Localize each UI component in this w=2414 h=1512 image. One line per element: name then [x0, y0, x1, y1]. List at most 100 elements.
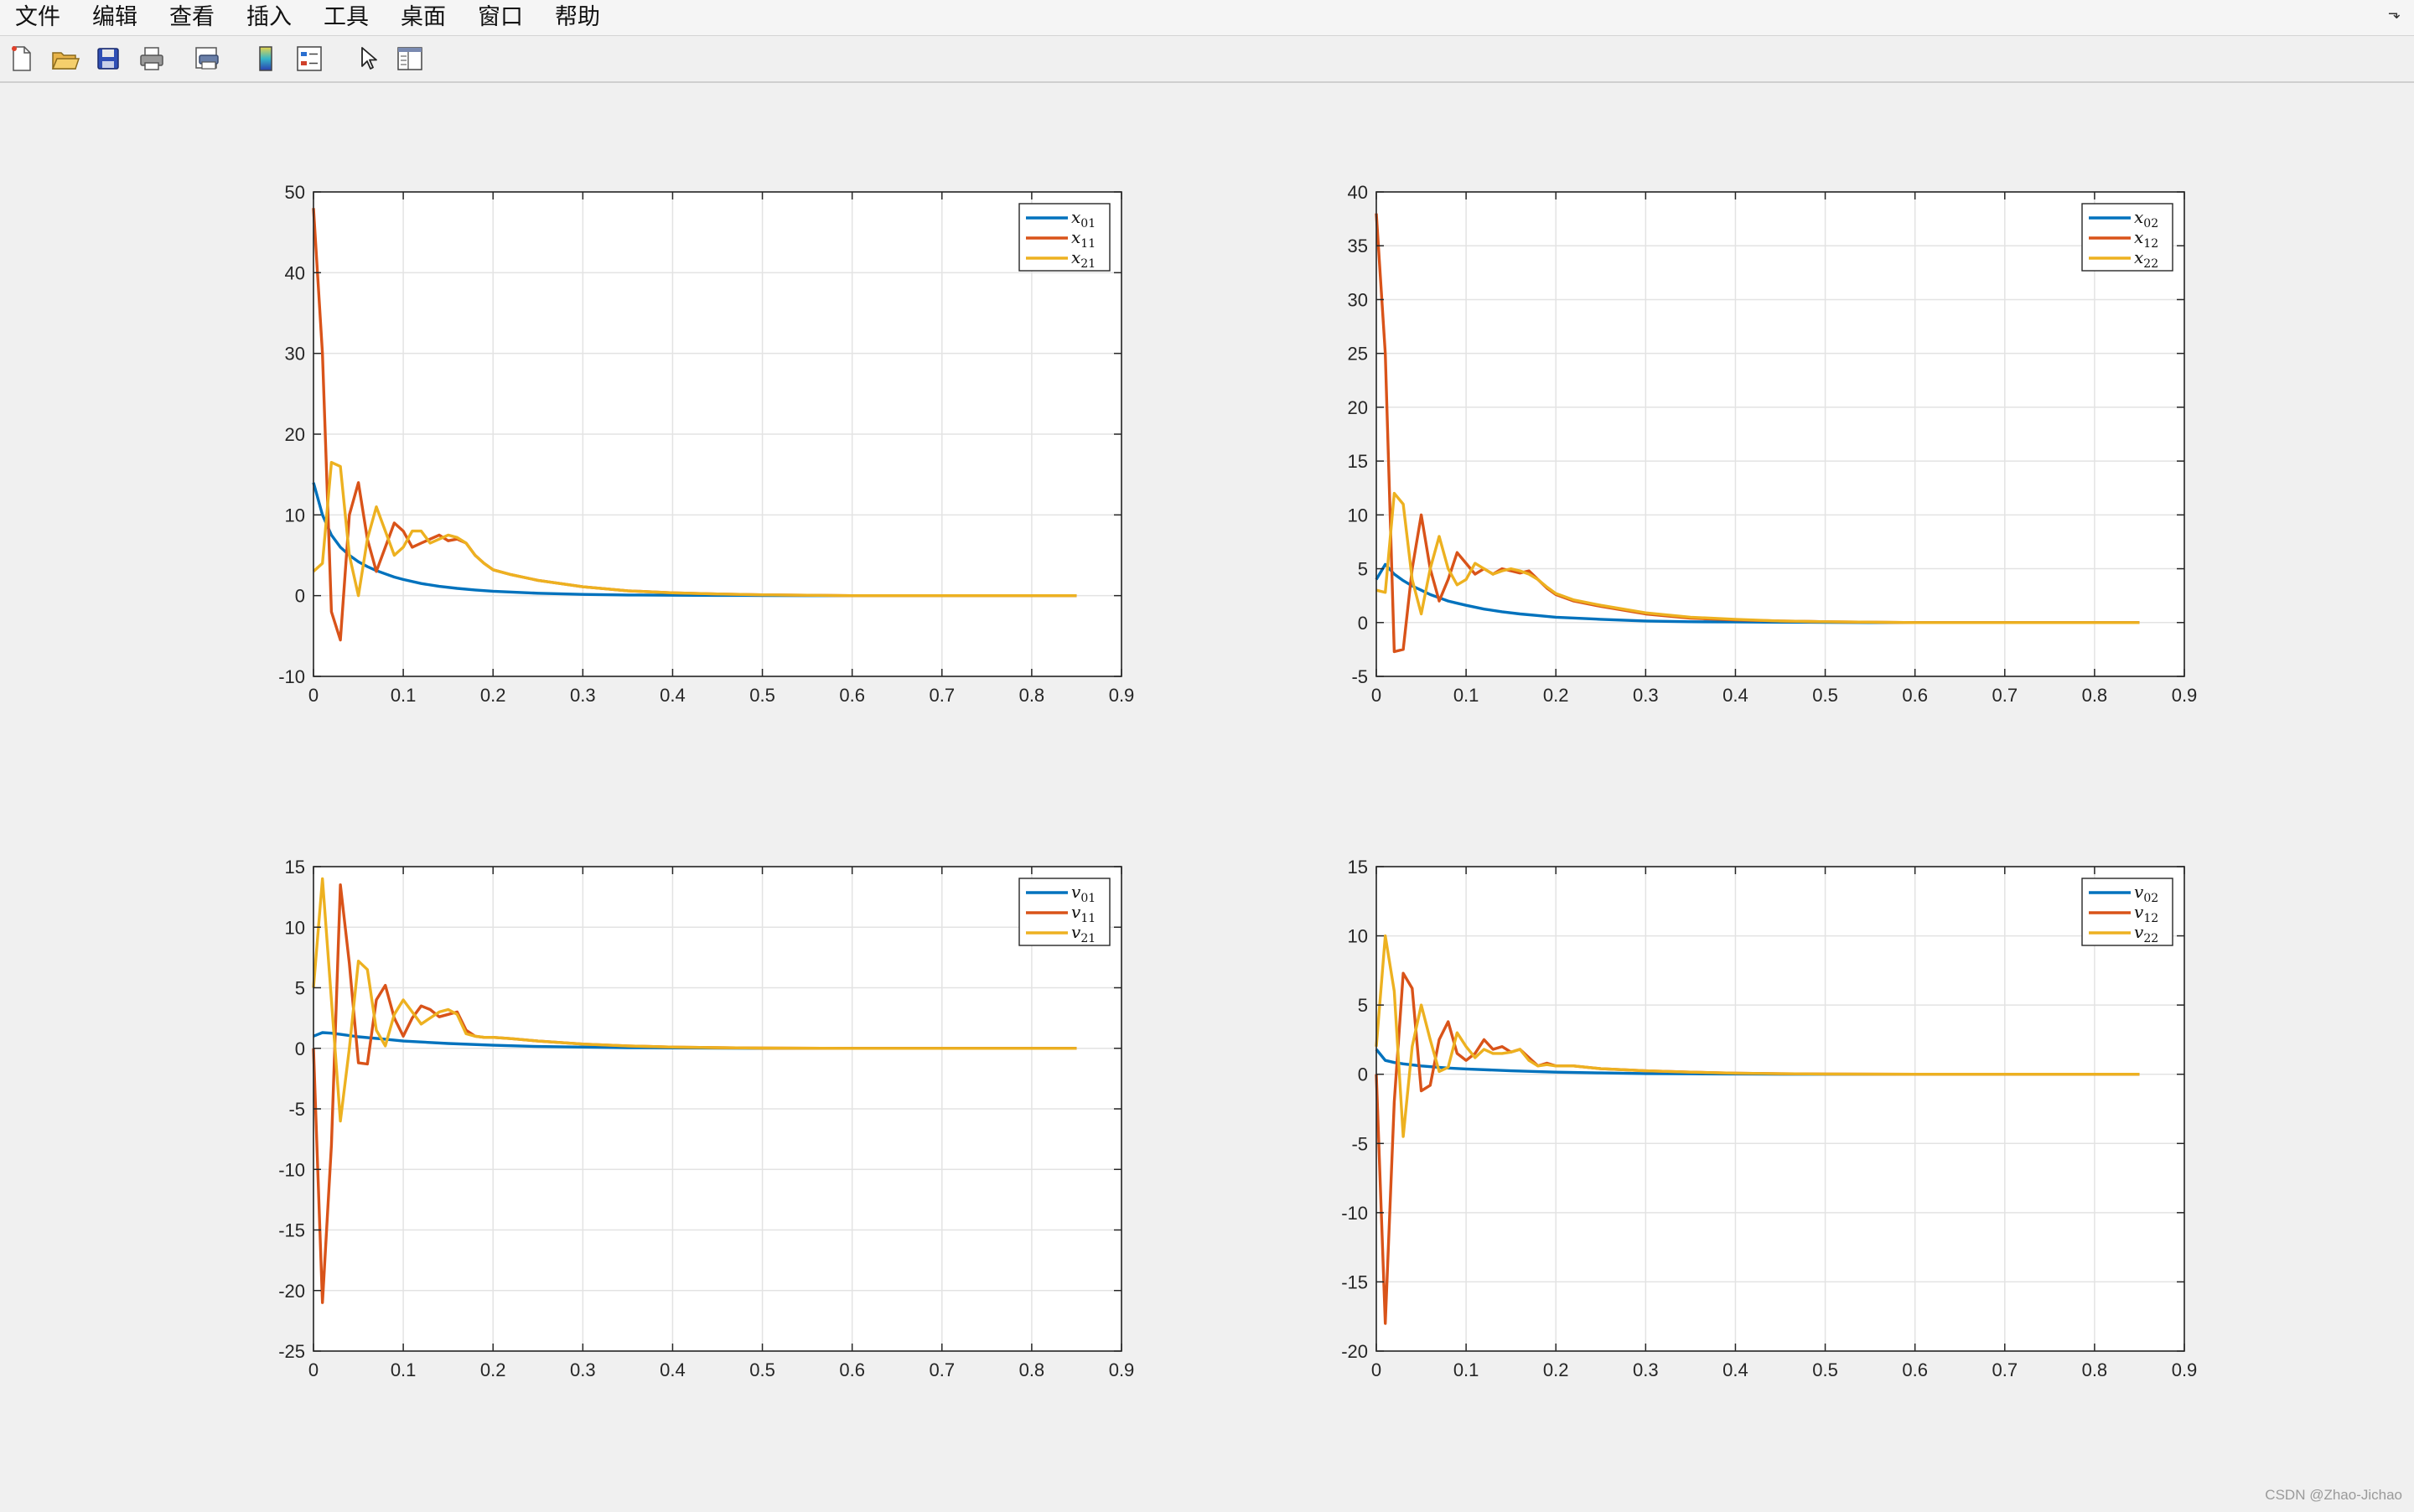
- x-tick-label: 0: [1371, 685, 1381, 706]
- legend-entry: x02: [2134, 207, 2158, 230]
- x-tick-label: 0.4: [660, 685, 686, 706]
- axes-background: [1376, 867, 2184, 1351]
- legend-entry: x21: [1071, 247, 1096, 271]
- x-tick-label: 0.8: [1019, 685, 1045, 706]
- legend-entry: v22: [2134, 922, 2158, 945]
- x-tick-label: 0.1: [391, 685, 417, 706]
- x-tick-label: 0.9: [2172, 685, 2198, 706]
- x-tick-label: 0.4: [1722, 685, 1748, 706]
- y-tick-label: 5: [295, 978, 305, 999]
- subplot-3[interactable]: 0 0.1 0.2 0.3 0.4 0.5 0.6 0.7 0.8 0.9 -25 -20 -15 -10…: [278, 857, 1134, 1380]
- legend-entry: v11: [1071, 902, 1096, 925]
- x-tick-label: 0.7: [1992, 685, 2018, 706]
- y-tick-label: 20: [1348, 397, 1368, 418]
- y-tick-label: 0: [295, 1038, 305, 1059]
- print-preview-button[interactable]: [191, 43, 223, 75]
- x-tick-label: 0.9: [1109, 685, 1135, 706]
- y-tick-label: 20: [285, 424, 305, 445]
- toolbar: [0, 36, 2414, 83]
- x-tick-label: 0.4: [1722, 1359, 1748, 1380]
- insert-legend-button[interactable]: [293, 43, 325, 75]
- x-tick-label: 0.5: [1812, 685, 1838, 706]
- legend-icon: [297, 46, 322, 71]
- print-button[interactable]: [136, 43, 168, 75]
- y-tick-label: 25: [1348, 344, 1368, 365]
- new-file-icon: [12, 46, 31, 71]
- new-figure-button[interactable]: [5, 43, 37, 75]
- axes-box: [1375, 191, 2185, 677]
- y-tick-label: 40: [1348, 182, 1368, 203]
- x-tick-label: 0: [1371, 1359, 1381, 1380]
- axes-box: [1375, 866, 2185, 1352]
- legend-entry: v02: [2134, 882, 2158, 905]
- x-tick-label: 0.2: [480, 1359, 506, 1380]
- legend-entry: x01: [1071, 207, 1096, 230]
- x-tick-label: 0.3: [1633, 1359, 1659, 1380]
- y-tick-label: 10: [285, 917, 305, 938]
- legend-entry: x22: [2134, 247, 2158, 271]
- y-tick-label: 15: [1348, 451, 1368, 472]
- legend-entry: x12: [2134, 227, 2158, 251]
- y-tick-label: -5: [288, 1099, 305, 1120]
- printer-icon: [140, 47, 163, 70]
- x-tick-label: 0.9: [2172, 1359, 2198, 1380]
- menu-help[interactable]: 帮助: [555, 4, 600, 30]
- y-tick-label: -15: [1341, 1271, 1368, 1292]
- y-tick-label: -15: [278, 1220, 305, 1241]
- open-folder-icon: [51, 52, 80, 70]
- y-tick-label: -10: [1341, 1203, 1368, 1224]
- x-tick-label: 0.8: [2082, 1359, 2108, 1380]
- series-line-x22: [1375, 491, 2140, 624]
- menu-insert[interactable]: 插入: [246, 4, 292, 30]
- x-tick-label: 0.5: [749, 1359, 775, 1380]
- arrow-pointer-icon: [361, 47, 377, 70]
- y-tick-label: 10: [1348, 505, 1368, 526]
- y-tick-label: -20: [278, 1281, 305, 1302]
- x-tick-label: 0.1: [1453, 1359, 1479, 1380]
- subplot-1[interactable]: 0 0.1 0.2 0.3 0.4 0.5 0.6 0.7 0.8 0.9-10010203040…: [278, 182, 1134, 706]
- legend-entry: v01: [1071, 882, 1096, 905]
- y-tick-label: 5: [1358, 995, 1368, 1016]
- watermark: CSDN @Zhao-Jichao: [2265, 1487, 2402, 1503]
- menu-view[interactable]: 查看: [169, 4, 215, 30]
- x-tick-label: 0.7: [1992, 1359, 2018, 1380]
- x-tick-label: 0.8: [2082, 685, 2108, 706]
- x-tick-label: 0.4: [660, 1359, 686, 1380]
- subplot-2[interactable]: 0 0.1 0.2 0.3 0.4 0.5 0.6 0.7 0.8 0.9-50510152025…: [1348, 182, 2198, 706]
- insert-colorbar-button[interactable]: [250, 43, 282, 75]
- x-tick-label: 0.3: [1633, 685, 1659, 706]
- x-tick-label: 0.6: [839, 685, 865, 706]
- menu-window[interactable]: 窗口: [478, 4, 523, 30]
- y-tick-label: 40: [285, 262, 305, 283]
- subplot-4[interactable]: 0 0.1 0.2 0.3 0.4 0.5 0.6 0.7 0.8 0.9 -20 -15 -10 -5 0…: [1341, 857, 2197, 1380]
- edit-plot-button[interactable]: [352, 43, 384, 75]
- property-inspector-button[interactable]: [394, 43, 426, 75]
- y-tick-label: -5: [1351, 666, 1368, 687]
- x-tick-label: 0.1: [1453, 685, 1479, 706]
- menu-desktop[interactable]: 桌面: [401, 4, 446, 30]
- open-file-button[interactable]: [49, 43, 80, 75]
- menu-file[interactable]: 文件: [15, 4, 60, 30]
- x-tick-label: 0.6: [1902, 685, 1928, 706]
- y-tick-label: -10: [278, 1159, 305, 1180]
- y-tick-label: 15: [285, 857, 305, 878]
- y-tick-label: -5: [1351, 1133, 1368, 1154]
- menu-edit[interactable]: 编辑: [92, 4, 137, 30]
- legend-entry: x11: [1071, 227, 1096, 251]
- x-tick-label: 0.3: [570, 1359, 596, 1380]
- y-tick-label: -10: [278, 666, 305, 687]
- menu-tools[interactable]: 工具: [324, 4, 369, 30]
- subplot-grid: 0 0.1 0.2 0.3 0.4 0.5 0.6 0.7 0.8 0.9-10010203040…: [278, 182, 2198, 1380]
- x-tick-label: 0.8: [1019, 1359, 1045, 1380]
- collapse-toolbar-icon[interactable]: ⬎: [2387, 5, 2401, 23]
- property-inspector-icon: [397, 47, 422, 70]
- x-tick-label: 0.9: [1109, 1359, 1135, 1380]
- axes-background: [1376, 192, 2184, 676]
- x-tick-label: 0.7: [929, 1359, 955, 1380]
- save-button[interactable]: [92, 43, 124, 75]
- x-tick-label: 0.2: [1543, 685, 1569, 706]
